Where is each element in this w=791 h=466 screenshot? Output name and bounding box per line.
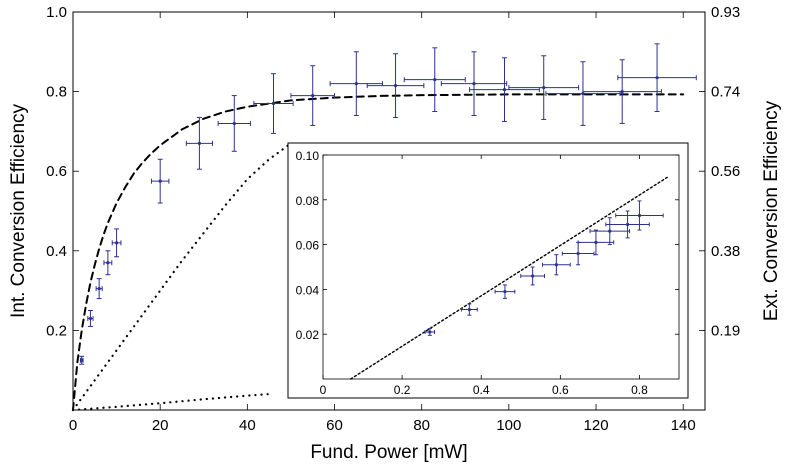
main-point-marker	[115, 241, 118, 244]
main-point-marker	[98, 287, 101, 290]
main-data-point	[583, 60, 661, 124]
main-data-point	[509, 56, 579, 120]
y2-tick-label: 0.74	[711, 84, 740, 101]
main-y-tick-label: 1.0	[46, 4, 67, 21]
main-data-point	[151, 159, 168, 203]
inset-point-marker	[503, 290, 506, 293]
inset-x-tick-label: 0.2	[394, 383, 411, 397]
main-data-point	[470, 58, 540, 122]
inset-plot: 0 0.2 0.4 0.6 0.8 0.02 0.04 0.06 0.08 0.10	[288, 143, 688, 398]
fit-curve-dotted	[73, 394, 269, 410]
y-axis-label: Int. Conversion Efficiency	[8, 103, 29, 318]
main-point-marker	[311, 94, 314, 97]
inset-x-tick-label: 0.6	[552, 383, 569, 397]
y2-tick-label: 0.56	[711, 163, 740, 180]
inset-point-marker	[428, 330, 431, 333]
main-data-point	[254, 74, 293, 134]
main-x-tick-label: 60	[326, 417, 343, 434]
main-point-marker	[503, 88, 506, 91]
main-y-tick-label: 0.4	[46, 243, 67, 260]
main-point-marker	[655, 76, 658, 79]
main-x-tick-label: 100	[496, 417, 521, 434]
x-axis-label: Fund. Power [mW]	[310, 442, 467, 463]
main-point-marker	[80, 359, 83, 362]
y2-tick-label: 0.38	[711, 243, 740, 260]
inset-x-tick-label: 0	[320, 383, 327, 397]
main-point-marker	[89, 317, 92, 320]
fit-curve-dotted	[73, 143, 291, 410]
inset-point-marker	[594, 241, 597, 244]
main-data-point	[104, 251, 112, 275]
main-x-tick-label: 0	[69, 417, 77, 434]
main-x-tick-label: 140	[671, 417, 696, 434]
main-data-point	[330, 52, 382, 116]
main-point-marker	[355, 82, 358, 85]
main-data-point	[88, 311, 93, 327]
inset-background	[288, 143, 688, 398]
main-data-point	[291, 66, 335, 126]
inset-x-tick-label: 0.4	[473, 383, 490, 397]
main-data-point	[79, 356, 84, 364]
inset-point-marker	[555, 263, 558, 266]
main-y-tick-label: 0.6	[46, 163, 67, 180]
inset-point-marker	[608, 230, 611, 233]
y2-tick-label: 0.19	[711, 322, 740, 339]
inset-point-marker	[638, 214, 641, 217]
y2-axis-label: Ext. Conversion Efficiency	[761, 100, 782, 321]
main-data-point	[112, 229, 121, 257]
main-point-marker	[272, 102, 275, 105]
main-point-marker	[233, 122, 236, 125]
main-point-marker	[542, 86, 545, 89]
main-y-tick-label: 0.8	[46, 84, 67, 101]
main-x-tick-label: 80	[413, 417, 430, 434]
inset-point-marker	[468, 308, 471, 311]
main-x-tick-label: 20	[152, 417, 169, 434]
inset-y-tick-label: 0.08	[296, 194, 320, 208]
inset-y-tick-label: 0.02	[296, 328, 320, 342]
y2-tick-label: 0.93	[711, 4, 740, 21]
main-data-point	[96, 279, 102, 299]
main-data-point	[186, 117, 212, 169]
main-x-tick-label: 40	[239, 417, 256, 434]
main-data-point	[218, 96, 250, 152]
inset-y-tick-label: 0.10	[296, 149, 320, 163]
main-point-marker	[106, 261, 109, 264]
main-y-tick-label: 0.2	[46, 322, 67, 339]
inset-x-tick-label: 0.8	[631, 383, 648, 397]
inset-point-marker	[577, 252, 580, 255]
main-point-marker	[159, 180, 162, 183]
main-data-point	[367, 54, 424, 118]
main-data-point	[618, 44, 696, 112]
main-x-tick-label: 120	[584, 417, 609, 434]
inset-y-tick-label: 0.04	[296, 283, 320, 297]
inset-y-tick-label: 0.06	[296, 239, 320, 253]
main-data-point	[404, 48, 465, 112]
inset-point-marker	[531, 274, 534, 277]
main-point-marker	[394, 84, 397, 87]
main-point-marker	[198, 142, 201, 145]
main-point-marker	[433, 78, 436, 81]
inset-point-marker	[626, 223, 629, 226]
main-point-marker	[472, 82, 475, 85]
main-data-point	[441, 52, 506, 116]
main-point-marker	[621, 90, 624, 93]
